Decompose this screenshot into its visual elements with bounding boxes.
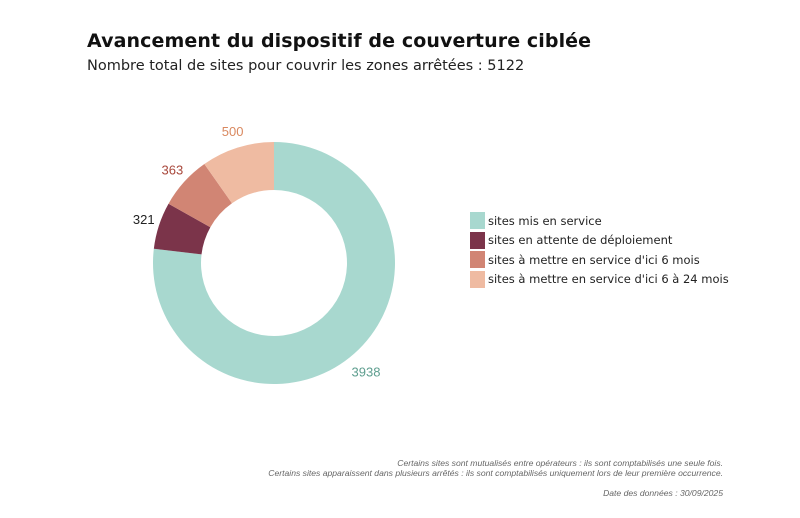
donut-slice [204, 142, 274, 204]
donut-slice [153, 203, 211, 255]
data-label: 363 [161, 163, 183, 178]
legend-item: sites en attente de déploiement [470, 231, 729, 251]
data-label: 321 [133, 212, 155, 227]
legend-label: sites à mettre en service d'ici 6 à 24 m… [488, 272, 729, 287]
legend-swatch [470, 231, 485, 249]
note-arretes: Certains sites apparaissent dans plusieu… [268, 468, 723, 478]
chart-subtitle: Nombre total de sites pour couvrir les z… [87, 58, 525, 74]
legend-item: sites mis en service [470, 211, 729, 231]
legend-label: sites mis en service [488, 213, 602, 228]
data-date: Date des données : 30/09/2025 [603, 488, 723, 498]
legend: sites mis en service sites en attente de… [470, 211, 729, 289]
donut-slice [153, 142, 395, 384]
legend-label: sites en attente de déploiement [488, 233, 673, 248]
legend-swatch [470, 251, 485, 269]
chart-title: Avancement du dispositif de couverture c… [87, 30, 592, 52]
data-label: 500 [222, 124, 244, 139]
legend-swatch [470, 270, 485, 288]
legend-label: sites à mettre en service d'ici 6 mois [488, 252, 700, 267]
note-mutualised: Certains sites sont mutualisés entre opé… [397, 458, 723, 468]
legend-item: sites à mettre en service d'ici 6 à 24 m… [470, 270, 729, 290]
donut-slice [168, 164, 232, 228]
legend-swatch [470, 212, 485, 230]
data-label: 3938 [352, 364, 381, 379]
legend-item: sites à mettre en service d'ici 6 mois [470, 250, 729, 270]
